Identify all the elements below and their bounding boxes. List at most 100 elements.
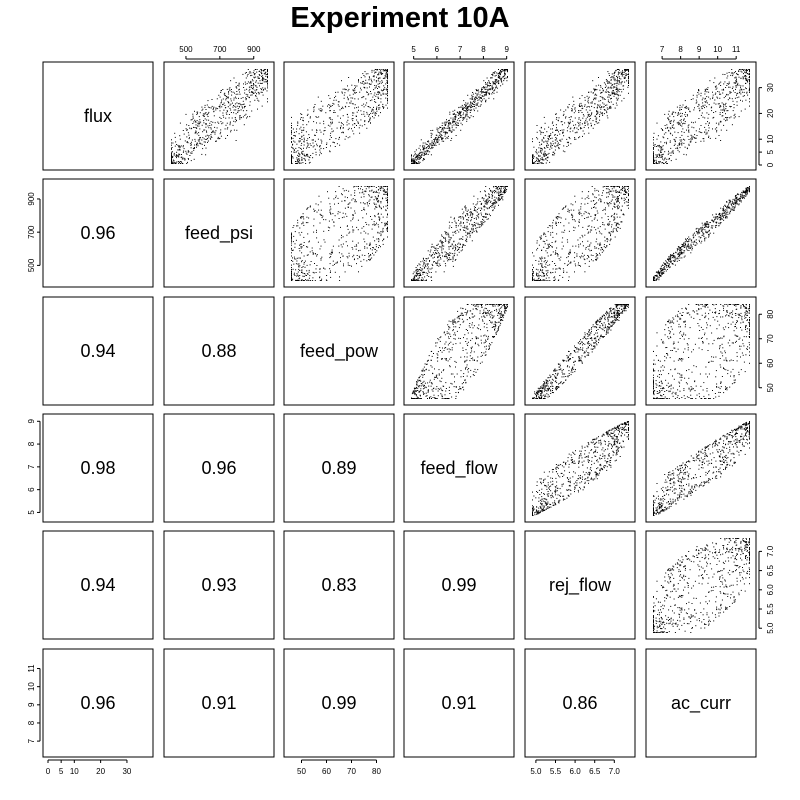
scatter-point xyxy=(473,210,475,211)
scatter-point xyxy=(499,198,501,200)
scatter-point xyxy=(470,102,472,104)
scatter-point xyxy=(661,156,663,158)
scatter-point xyxy=(359,91,361,93)
scatter-point xyxy=(175,154,177,156)
scatter-point xyxy=(749,69,750,70)
scatter-point xyxy=(203,122,205,124)
scatter-point xyxy=(369,117,371,119)
scatter-point xyxy=(361,227,363,229)
scatter-point xyxy=(617,222,619,224)
scatter-point xyxy=(329,209,331,211)
scatter-point xyxy=(250,80,252,82)
scatter-point xyxy=(334,271,336,273)
scatter-point xyxy=(483,222,485,224)
scatter-point xyxy=(171,147,172,149)
scatter-point xyxy=(691,137,693,139)
scatter-point xyxy=(574,138,575,140)
scatter-point xyxy=(418,154,420,156)
scatter-point xyxy=(202,114,204,116)
scatter-point xyxy=(387,80,388,82)
scatter-point xyxy=(299,160,301,162)
scatter-point xyxy=(481,89,483,90)
scatter-point xyxy=(668,119,670,121)
scatter-point xyxy=(452,260,454,262)
scatter-point xyxy=(562,150,564,152)
scatter-point xyxy=(253,77,255,79)
scatter-point xyxy=(596,117,598,119)
scatter-point xyxy=(303,263,305,265)
scatter-point xyxy=(293,225,295,227)
scatter-point xyxy=(730,74,732,76)
scatter-point xyxy=(292,227,294,228)
scatter-point xyxy=(443,236,445,238)
scatter-point xyxy=(377,77,379,79)
scatter-point xyxy=(736,94,737,96)
scatter-point xyxy=(295,147,297,149)
scatter-point xyxy=(483,205,485,207)
scatter-point xyxy=(345,241,347,243)
scatter-point xyxy=(424,266,425,268)
scatter-point xyxy=(680,143,682,145)
scatter-point xyxy=(493,90,495,92)
scatter-point xyxy=(330,256,332,258)
scatter-point xyxy=(441,251,443,253)
scatter-point xyxy=(492,190,494,192)
scatter-point xyxy=(463,112,464,114)
scatter-point xyxy=(715,111,717,113)
scatter-point xyxy=(193,149,195,151)
scatter-point xyxy=(221,123,223,125)
scatter-point xyxy=(498,196,500,198)
scatter-point xyxy=(678,122,680,124)
scatter-point xyxy=(301,243,303,245)
scatter-point xyxy=(469,235,471,237)
scatter-point xyxy=(427,150,429,152)
scatter-point xyxy=(617,81,619,83)
scatter-point xyxy=(368,194,370,196)
scatter-point xyxy=(387,192,388,194)
scatter-point xyxy=(235,93,237,95)
scatter-point xyxy=(472,228,474,230)
scatter-point xyxy=(307,144,309,146)
scatter-point xyxy=(305,163,307,164)
scatter-point xyxy=(602,88,603,90)
scatter-point xyxy=(475,99,476,101)
scatter-point xyxy=(477,201,479,203)
scatter-point xyxy=(356,226,358,228)
scatter-point xyxy=(725,108,727,110)
scatter-point xyxy=(446,132,448,134)
scatter-point xyxy=(371,196,373,198)
scatter-point xyxy=(474,97,476,99)
scatter-point xyxy=(364,203,366,205)
scatter-point xyxy=(207,106,209,108)
scatter-point xyxy=(540,162,542,164)
scatter-point xyxy=(213,131,215,133)
scatter-point xyxy=(300,217,301,219)
scatter-point xyxy=(357,122,359,124)
scatter-point xyxy=(441,129,443,131)
scatter-point xyxy=(484,191,486,193)
scatter-point xyxy=(486,86,488,88)
scatter-point xyxy=(310,261,312,262)
scatter-point xyxy=(541,148,543,150)
scatter-point xyxy=(303,141,305,143)
scatter-point xyxy=(250,94,252,96)
scatter-point xyxy=(329,268,331,270)
scatter-point xyxy=(433,141,435,143)
scatter-point xyxy=(540,131,542,133)
scatter-point xyxy=(230,91,232,93)
scatter-point xyxy=(447,253,449,255)
scatter-point xyxy=(492,81,494,83)
scatter-point xyxy=(378,104,379,106)
scatter-point xyxy=(463,100,465,102)
scatter-point xyxy=(307,222,309,224)
scatter-point xyxy=(683,118,685,120)
scatter-point xyxy=(497,189,499,191)
scatter-point xyxy=(236,105,238,107)
scatter-point xyxy=(660,151,661,153)
scatter-point xyxy=(707,89,709,90)
scatter-point xyxy=(430,272,432,273)
scatter-point xyxy=(601,113,603,115)
scatter-point xyxy=(376,199,377,201)
scatter-point xyxy=(467,209,469,211)
scatter-point xyxy=(262,80,264,82)
